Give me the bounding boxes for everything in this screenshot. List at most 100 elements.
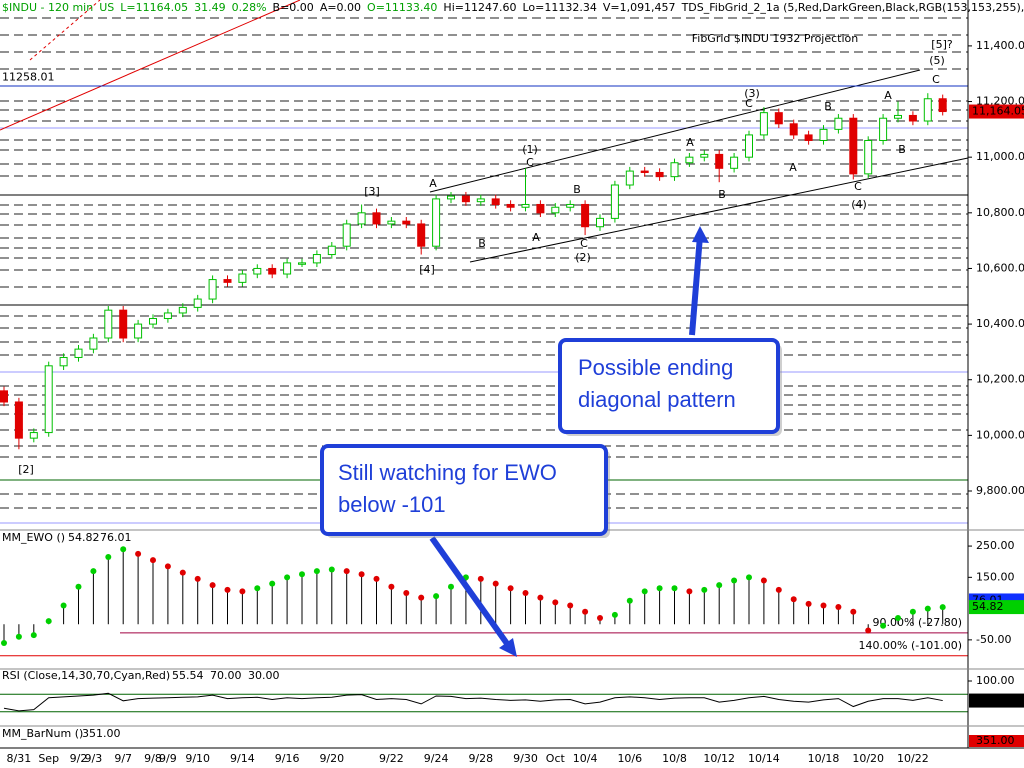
callout-text: Still watching for EWO <box>338 460 557 485</box>
candle-body <box>774 112 783 125</box>
ewo-dot <box>60 602 67 609</box>
x-tick-label: 9/20 <box>319 752 344 765</box>
y-tick-label: 250.00 <box>976 539 1015 552</box>
ewo-dot <box>1 639 7 646</box>
wave-label: (2) <box>575 251 591 264</box>
ewo-dot <box>835 604 842 611</box>
ewo-dot <box>448 583 454 590</box>
candle-body <box>357 212 366 225</box>
callout-text: Possible ending <box>578 355 733 380</box>
x-tick-label: 10/12 <box>703 752 735 765</box>
wave-label: B <box>573 183 581 196</box>
ewo-dot <box>611 611 618 618</box>
header-item: Hi=11247.60 <box>443 1 516 14</box>
panel-value: 351.00 <box>82 727 121 740</box>
candle-body <box>223 279 232 283</box>
y-tick-label: 10,600.00 <box>976 261 1024 274</box>
x-tick-label: 9/10 <box>185 752 210 765</box>
panel-title: RSI (Close,14,30,70,Cyan,Red) <box>2 669 170 682</box>
y-tick-label: 10,400.00 <box>976 317 1024 330</box>
ewo-dot <box>731 577 738 584</box>
candle-body <box>268 267 277 275</box>
ewo-dot <box>746 574 752 581</box>
x-tick-label: 9/24 <box>424 752 449 765</box>
ewo-dot <box>760 577 767 584</box>
x-tick-label: 9/14 <box>230 752 255 765</box>
callout-arrowhead <box>692 226 709 243</box>
ewo-dot <box>924 605 931 612</box>
ewo-dot <box>164 563 171 570</box>
candle-body <box>715 153 724 169</box>
x-tick-label: 10/14 <box>748 752 780 765</box>
x-tick-label: Oct <box>546 752 566 765</box>
wave-label: A <box>532 231 540 244</box>
y-tick-label: 10,000.00 <box>976 428 1024 441</box>
ewo-dot <box>805 600 812 607</box>
header-item: $INDU - 120 min <box>2 1 93 14</box>
callout-arrow <box>429 536 511 647</box>
wave-label: [4] <box>419 263 435 276</box>
ewo-dot <box>269 580 276 587</box>
x-tick-label: 10/6 <box>617 752 642 765</box>
candle-body <box>253 267 262 275</box>
candle-body <box>804 134 813 141</box>
channel-line <box>469 157 969 263</box>
header-item: O=11133.40 <box>367 1 437 14</box>
ewo-dot <box>537 594 544 601</box>
value-box-label: 351.00 <box>976 734 1015 747</box>
header-item: 0.28% <box>232 1 267 14</box>
ewo-dot <box>820 602 827 609</box>
ewo-dot <box>775 586 782 593</box>
candle-body <box>908 114 917 122</box>
wave-label: C <box>854 180 862 193</box>
candle-body <box>178 306 187 314</box>
x-tick-label: 10/8 <box>662 752 687 765</box>
candle-body <box>819 128 828 141</box>
header-item: US <box>99 1 114 14</box>
wave-label: A <box>429 177 437 190</box>
candle-body <box>417 223 426 247</box>
candle-body <box>566 203 575 208</box>
candle-body <box>447 195 455 200</box>
x-tick-label: 10/20 <box>852 752 884 765</box>
wave-label: [3] <box>364 185 380 198</box>
ewo-dot <box>641 588 648 595</box>
candle-body <box>879 117 888 141</box>
y-tick-label: 11,200.00 <box>976 95 1024 108</box>
candle-body <box>402 220 411 225</box>
fib-level-label: 140.00% (-101.00) <box>859 639 962 652</box>
header-item: 31.49 <box>194 1 226 14</box>
callout-arrow <box>689 235 703 336</box>
ewo-dot <box>552 599 559 606</box>
ewo-dot <box>507 585 514 592</box>
ewo-dot <box>909 608 916 615</box>
x-tick-label: 10/4 <box>573 752 598 765</box>
x-tick-label: 8/31 <box>7 752 32 765</box>
x-tick-label: 9/16 <box>275 752 300 765</box>
candle-body <box>938 98 947 113</box>
candle-body <box>789 123 798 136</box>
wave-label: A <box>686 136 694 149</box>
candle-body <box>342 223 351 247</box>
last-price-box <box>969 104 1024 119</box>
value-box-label: 55.54 <box>972 694 1004 707</box>
ewo-dot <box>582 608 589 615</box>
x-tick-label: 9/28 <box>468 752 493 765</box>
candle-body <box>730 156 739 169</box>
panel-value: 54.82 <box>68 531 100 544</box>
candle-body <box>640 170 649 173</box>
candle-body <box>89 337 98 350</box>
wave-label: C <box>526 156 534 169</box>
candle-body <box>759 112 768 136</box>
header: $INDU - 120 min US L=11164.05 31.49 0.28% B=0… <box>2 1 1024 14</box>
ewo-dot <box>716 582 723 589</box>
candle-body <box>864 139 873 175</box>
wave-label: B <box>824 100 832 113</box>
ewo-dot <box>75 583 82 590</box>
header-item: TDS_FibGrid_2_1a (5,Red,DarkGreen,Black,… <box>681 1 1024 14</box>
candle-body <box>149 318 157 325</box>
ewo-dot <box>701 586 708 593</box>
wave-label: (4) <box>851 198 867 211</box>
callout-text: diagonal pattern <box>578 387 736 412</box>
ewo-dot <box>120 546 127 553</box>
